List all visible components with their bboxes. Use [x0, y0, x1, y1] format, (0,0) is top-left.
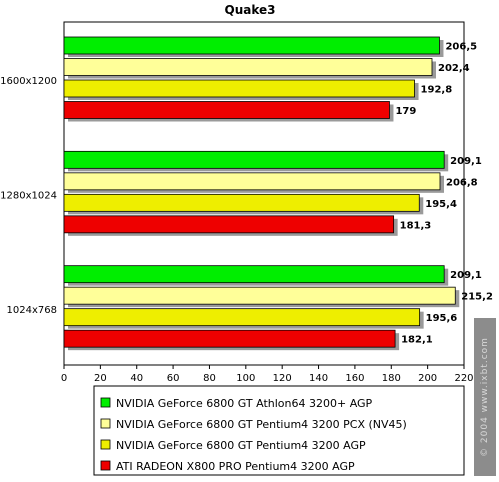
bar [63, 150, 445, 169]
tick-label: 40 [130, 373, 143, 384]
bar [63, 172, 441, 191]
legend-label: ATI RADEON X800 PRO Pentium4 3200 AGP [116, 460, 355, 473]
legend-swatch [100, 439, 111, 450]
tick-label: 200 [418, 373, 437, 384]
tick-label: 220 [454, 373, 473, 384]
bar [63, 79, 415, 98]
data-label: 215,2 [461, 292, 493, 303]
tick-label: 100 [236, 373, 255, 384]
legend-label: NVIDIA GeForce 6800 GT Pentium4 3200 PCX… [116, 418, 407, 431]
category-label: 1600x1200 [0, 76, 57, 87]
data-label: 182,1 [401, 335, 433, 346]
data-label: 202,4 [438, 63, 470, 74]
data-label: 179 [395, 106, 416, 117]
tick-label: 120 [273, 373, 292, 384]
data-label: 181,3 [400, 220, 432, 231]
legend-swatch [100, 418, 111, 429]
bar [63, 329, 396, 348]
tick-label: 180 [382, 373, 401, 384]
bar [63, 265, 445, 284]
tick-label: 160 [345, 373, 364, 384]
bar [63, 36, 440, 55]
legend-swatch [100, 460, 111, 471]
tick-label: 140 [309, 373, 328, 384]
watermark: © 2004 www.ixbt.com [474, 318, 496, 476]
data-label: 206,8 [446, 177, 478, 188]
tick-label: 20 [94, 373, 107, 384]
data-label: 192,8 [421, 85, 453, 96]
tick-label: 0 [61, 373, 67, 384]
category-label: 1280x1024 [0, 191, 57, 202]
plot-area [63, 21, 465, 366]
data-label: 206,5 [445, 42, 477, 53]
legend-box [93, 385, 465, 476]
category-label: 1024x768 [7, 305, 57, 316]
data-label: 195,4 [425, 199, 457, 210]
legend-swatch [100, 397, 111, 408]
bar [63, 308, 421, 327]
bar [63, 215, 395, 234]
bar [63, 286, 456, 305]
tick-label: 60 [167, 373, 180, 384]
legend: NVIDIA GeForce 6800 GT Athlon64 3200+ AG… [100, 397, 407, 473]
category-labels: 1600x1200 1280x1024 1024x768 [0, 76, 57, 316]
legend-label: NVIDIA GeForce 6800 GT Pentium4 3200 AGP [116, 439, 366, 452]
x-axis-ticks: 0 20 40 60 80 100 120 140 160 180 200 220 [61, 365, 474, 384]
legend-label: NVIDIA GeForce 6800 GT Athlon64 3200+ AG… [116, 397, 373, 410]
tick-label: 80 [203, 373, 216, 384]
bar [63, 101, 390, 119]
bars-group: 206,5 202,4 192,8 179 209,1 206,8 195,4 181,3 20… [63, 36, 493, 351]
bar [63, 58, 433, 76]
data-label: 209,1 [450, 156, 482, 167]
chart-title: Quake3 [225, 3, 276, 17]
data-label: 195,6 [426, 313, 458, 324]
data-label: 209,1 [450, 270, 482, 281]
watermark-text: © 2004 www.ixbt.com [480, 337, 490, 457]
bar [63, 193, 420, 212]
